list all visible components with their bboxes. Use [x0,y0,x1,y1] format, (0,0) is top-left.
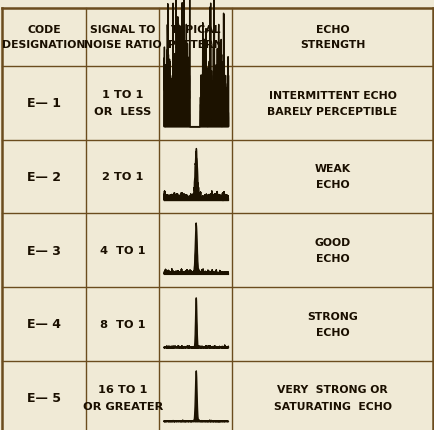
Text: ECHO: ECHO [315,180,349,190]
Text: 2 TO 1: 2 TO 1 [102,172,143,182]
Text: E— 2: E— 2 [27,170,61,184]
Text: CODE: CODE [27,25,61,35]
Text: 16 TO 1: 16 TO 1 [98,384,147,394]
Text: GOOD: GOOD [314,237,350,247]
Text: VERY  STRONG OR: VERY STRONG OR [276,384,387,394]
Text: E— 1: E— 1 [27,97,61,110]
Text: DESIGNATION: DESIGNATION [3,40,85,50]
Text: 1 TO 1: 1 TO 1 [102,89,143,100]
Text: SIGNAL TO: SIGNAL TO [90,25,155,35]
Text: OR  LESS: OR LESS [94,107,151,117]
Text: ECHO: ECHO [315,254,349,264]
Text: TYPICAL: TYPICAL [170,25,220,35]
Text: INTERMITTENT ECHO: INTERMITTENT ECHO [268,90,395,100]
Text: BARELY PERCEPTIBLE: BARELY PERCEPTIBLE [267,107,397,117]
Text: WEAK: WEAK [314,164,350,174]
Text: PATTERN: PATTERN [168,40,223,50]
Text: E— 4: E— 4 [27,317,61,331]
Text: SATURATING  ECHO: SATURATING ECHO [273,401,391,411]
Text: STRONG: STRONG [306,311,357,321]
Text: E— 5: E— 5 [27,391,61,404]
Text: E— 3: E— 3 [27,244,61,257]
Text: ECHO: ECHO [315,327,349,337]
Text: STRENGTH: STRENGTH [299,40,365,50]
Text: 4  TO 1: 4 TO 1 [100,246,145,255]
Text: ECHO: ECHO [315,25,349,35]
Text: NOISE RATIO: NOISE RATIO [84,40,161,50]
Text: 8  TO 1: 8 TO 1 [100,319,145,329]
Text: OR GREATER: OR GREATER [82,401,162,412]
